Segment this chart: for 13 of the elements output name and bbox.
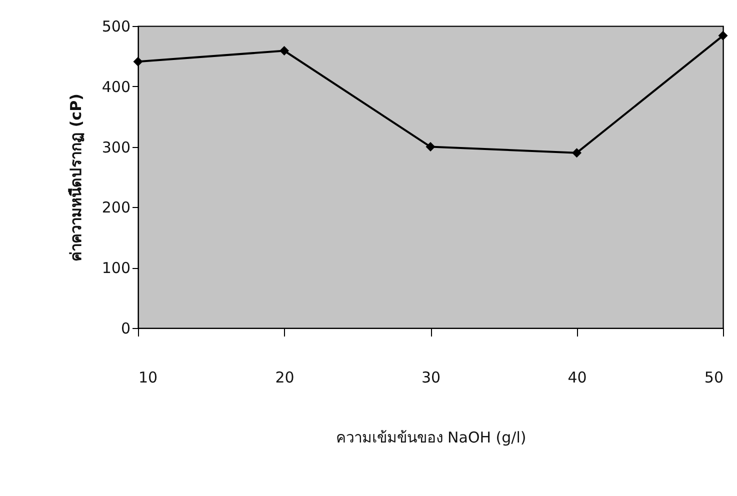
y-tick-label: 200 (102, 198, 130, 217)
y-tick-label: 300 (102, 138, 130, 156)
x-axis-title: ความเข้มข้นของ NaOH (g/l) (336, 428, 526, 446)
y-tick-label: 100 (102, 259, 130, 278)
x-tick-label: 50 (704, 368, 724, 386)
y-axis-title: ค่าความหนืดปรากฏ (cP) (66, 94, 85, 262)
y-tick-label: 0 (120, 320, 130, 338)
x-tick-label: 40 (568, 368, 587, 386)
y-tick-label: 500 (102, 18, 130, 36)
x-tick-label: 20 (275, 368, 294, 386)
y-tick-label: 400 (102, 78, 130, 96)
x-tick-label: 30 (421, 368, 441, 386)
x-tick-label: 10 (138, 368, 158, 386)
